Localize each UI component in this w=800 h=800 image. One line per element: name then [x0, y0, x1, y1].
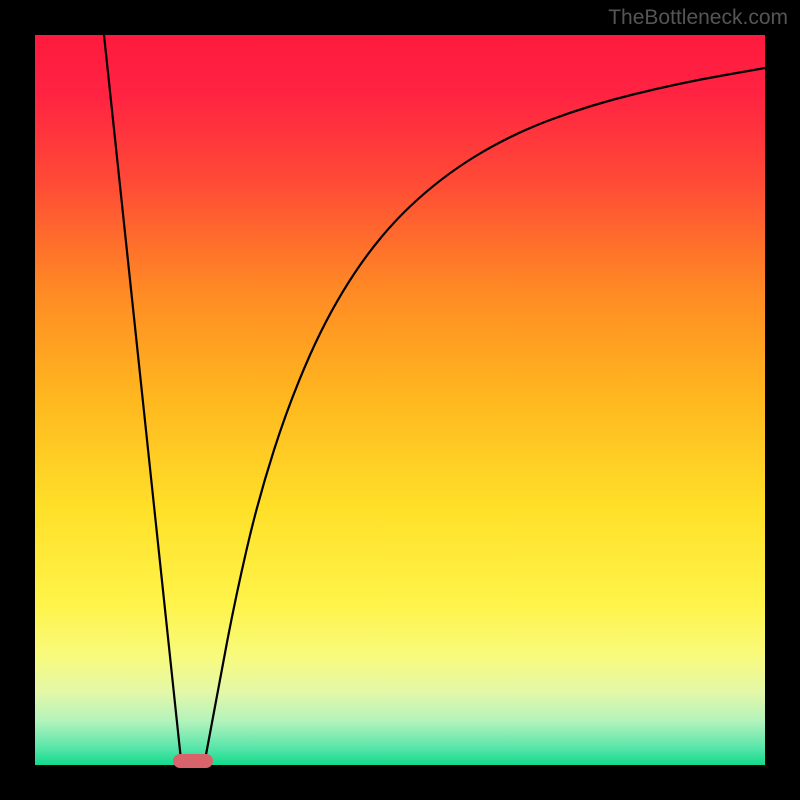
- optimal-point-marker: [173, 754, 213, 768]
- bottleneck-chart: [0, 0, 800, 800]
- chart-gradient-area: [35, 35, 765, 765]
- watermark-text: TheBottleneck.com: [608, 6, 788, 30]
- chart-svg: [0, 0, 800, 800]
